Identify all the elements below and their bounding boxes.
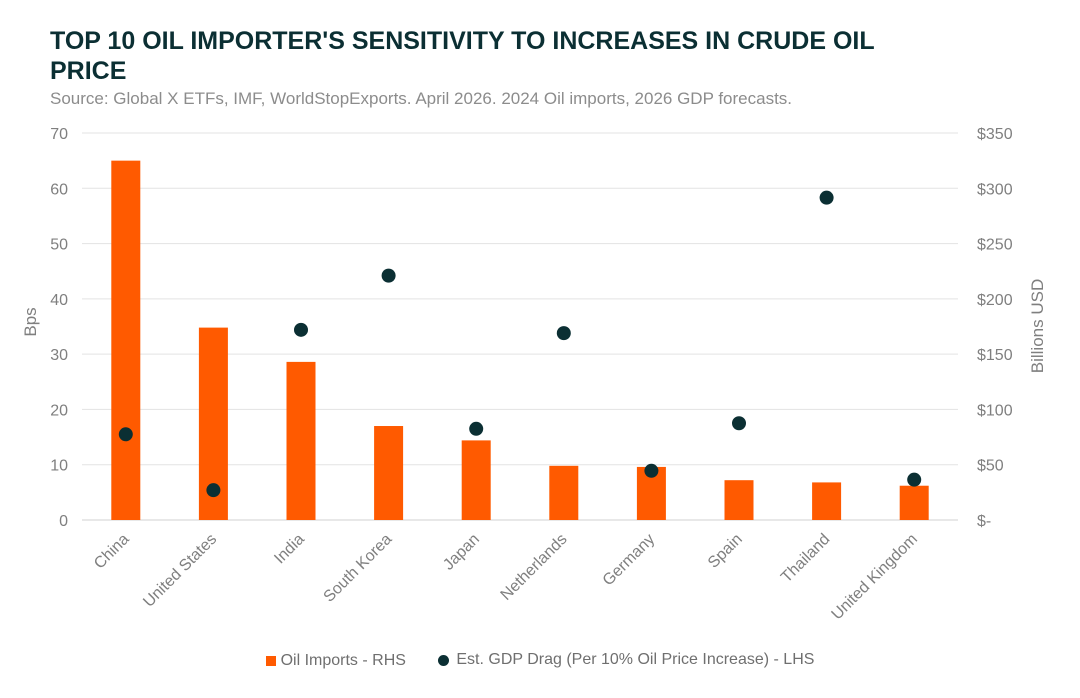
bar-china <box>111 160 141 520</box>
right-axis-title: Billions USD <box>1028 279 1047 373</box>
bar-netherlands <box>549 465 579 520</box>
left-tick-label: 10 <box>50 458 68 475</box>
bar-japan <box>461 440 491 520</box>
x-tick-label: United States <box>140 531 220 611</box>
x-tick-label: South Korea <box>321 531 396 606</box>
point-india <box>294 322 308 337</box>
legend-dot-swatch <box>438 654 450 666</box>
left-axis-ticks: 0 10 20 30 40 50 60 70 <box>50 126 68 530</box>
right-tick-label: $- <box>977 513 991 530</box>
right-axis-ticks: $- $50 $100 $150 $200 $250 $300 $350 <box>977 126 1013 530</box>
left-tick-label: 40 <box>50 292 68 309</box>
right-tick-label: $150 <box>977 347 1013 364</box>
left-tick-label: 0 <box>59 513 68 530</box>
point-united-kingdom <box>907 472 922 487</box>
right-tick-label: $100 <box>977 402 1013 419</box>
point-china <box>118 427 133 442</box>
point-south-korea <box>381 268 396 283</box>
point-thailand <box>819 190 834 205</box>
x-tick-label: Thailand <box>778 531 833 586</box>
point-united-states <box>206 483 221 498</box>
right-tick-label: $300 <box>977 181 1013 198</box>
x-tick-label: India <box>271 531 308 568</box>
x-tick-label: China <box>91 531 133 573</box>
right-tick-label: $250 <box>977 237 1013 254</box>
legend-item-gdp-drag: Est. GDP Drag (Per 10% Oil Price Increas… <box>438 651 814 669</box>
bar-spain <box>724 480 754 520</box>
left-axis-title: Bps <box>21 307 40 336</box>
left-tick-label: 20 <box>50 402 68 419</box>
point-japan <box>469 421 484 436</box>
legend-item-oil-imports: Oil Imports - RHS <box>265 651 406 670</box>
chart-subtitle: Source: Global X ETFs, IMF, WorldStopExp… <box>50 89 793 108</box>
point-netherlands <box>556 326 571 341</box>
x-tick-label: Spain <box>705 531 746 572</box>
bar-south-korea <box>374 426 404 520</box>
x-tick-label: Japan <box>440 531 483 574</box>
x-tick-label: Netherlands <box>498 531 571 604</box>
right-tick-label: $200 <box>977 292 1013 309</box>
x-axis-ticks: China United States India South Korea Japan N… <box>91 531 921 624</box>
legend-label-gdp-drag: Est. GDP Drag (Per 10% Oil Price Increas… <box>456 651 815 668</box>
legend-label-oil-imports: Oil Imports - RHS <box>280 651 406 669</box>
x-tick-label: United Kingdom <box>829 531 922 624</box>
point-germany <box>644 463 659 478</box>
right-tick-label: $350 <box>977 126 1013 143</box>
bar-thailand <box>812 482 842 520</box>
bar-series <box>111 160 929 520</box>
left-tick-label: 60 <box>50 181 68 198</box>
point-spain <box>732 416 746 431</box>
scatter-series <box>118 190 922 498</box>
gridlines <box>82 132 958 521</box>
x-tick-label: Germany <box>600 531 659 590</box>
legend: Oil Imports - RHS Est. GDP Drag (Per 10%… <box>0 651 1080 671</box>
chart-title: TOP 10 OIL IMPORTER'S SENSITIVITY TO INC… <box>50 27 875 85</box>
legend-bar-swatch <box>265 655 276 666</box>
left-tick-label: 50 <box>50 237 68 254</box>
left-tick-label: 70 <box>50 126 68 143</box>
bar-united-kingdom <box>899 485 929 520</box>
right-tick-label: $50 <box>977 458 1004 475</box>
bar-india <box>286 361 316 520</box>
left-tick-label: 30 <box>50 347 68 364</box>
